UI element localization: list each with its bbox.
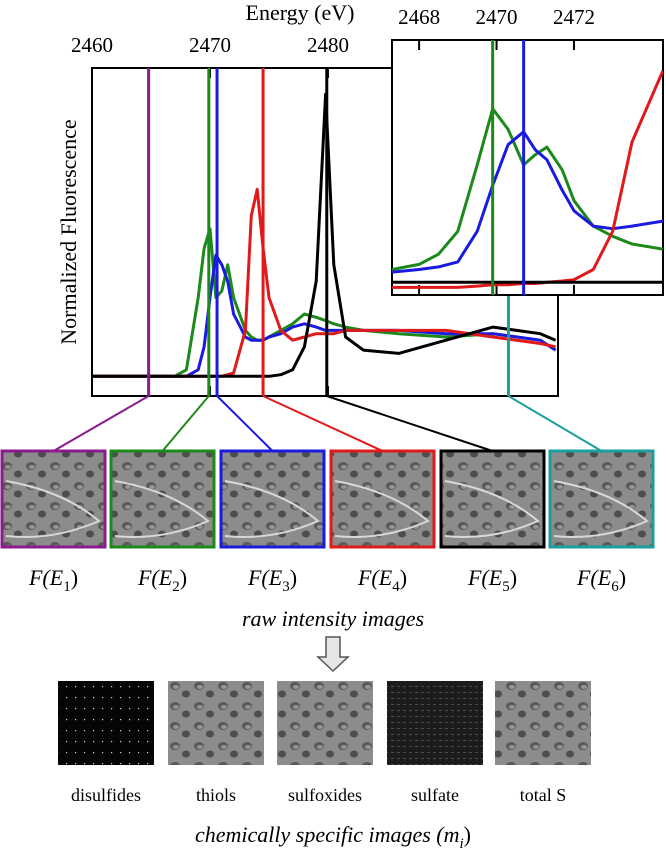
image-outline	[224, 480, 320, 538]
y-axis-title: Normalized Fluorescence	[56, 119, 81, 344]
x-tick-label: 2480	[307, 33, 349, 57]
raw-caption: raw intensity images	[242, 606, 424, 631]
image-outline	[444, 480, 540, 538]
chem-image-label: sulfate	[411, 785, 459, 805]
connector	[326, 395, 493, 452]
raw-image	[0, 449, 107, 549]
connector	[161, 395, 210, 452]
raw-image-label: F(E4)	[357, 565, 407, 595]
label-sub: 1	[63, 579, 71, 595]
connector	[262, 395, 383, 452]
image-outline	[553, 480, 649, 538]
raw-image	[109, 449, 216, 549]
chem-image-label: sulfoxides	[288, 785, 362, 805]
chem-image	[387, 681, 483, 765]
raw-image	[329, 449, 436, 549]
image-outline	[114, 480, 210, 538]
chem-image	[58, 681, 154, 765]
connector	[52, 395, 150, 452]
label-sub: 3	[282, 579, 290, 595]
x-tick-label: 2460	[71, 33, 113, 57]
label-main: F(E	[28, 565, 64, 590]
caption-main: chemically specific images (m	[195, 822, 460, 847]
label-close: )	[290, 565, 297, 590]
connector	[507, 395, 603, 452]
raw-image-label: F(E1)	[28, 565, 78, 595]
label-sub: 6	[611, 579, 619, 595]
chem-image-label: thiols	[196, 785, 236, 805]
caption-sub: i	[460, 836, 464, 852]
plot-area	[392, 40, 663, 295]
spectrum-line	[392, 107, 663, 271]
label-sub: 4	[392, 579, 400, 595]
label-close: )	[619, 565, 626, 590]
raw-image	[439, 449, 546, 549]
label-close: )	[400, 565, 407, 590]
chem-caption: chemically specific images (mi)	[195, 822, 471, 852]
plot-area	[92, 68, 557, 396]
chem-image-label: total S	[520, 785, 567, 805]
raw-image-label: F(E6)	[576, 565, 626, 595]
x-tick-label: 2472	[553, 5, 595, 29]
x-tick-label: 2470	[189, 33, 231, 57]
raw-image	[219, 449, 326, 549]
label-close: )	[510, 565, 517, 590]
spectrum-line	[392, 130, 663, 274]
x-tick-label: 2468	[398, 5, 440, 29]
chem-image-label: disulfides	[71, 785, 141, 805]
plot-frame	[391, 39, 664, 296]
label-close: )	[71, 565, 78, 590]
label-close: )	[180, 565, 187, 590]
x-axis-title: Energy (eV)	[246, 0, 355, 25]
image-outline	[334, 480, 430, 538]
label-main: F(E	[576, 565, 612, 590]
label-main: F(E	[137, 565, 173, 590]
label-sub: 5	[502, 579, 510, 595]
connector	[216, 395, 274, 452]
image-outline	[5, 480, 101, 538]
chem-image	[168, 681, 264, 765]
chem-image	[495, 681, 591, 765]
raw-image-label: F(E3)	[247, 565, 297, 595]
caption-close: )	[464, 822, 471, 847]
x-tick-label: 2470	[476, 5, 518, 29]
down-arrow	[316, 636, 350, 673]
raw-image-label: F(E5)	[467, 565, 517, 595]
label-main: F(E	[247, 565, 283, 590]
label-sub: 2	[172, 579, 180, 595]
label-main: F(E	[357, 565, 393, 590]
label-main: F(E	[467, 565, 503, 590]
raw-image-label: F(E2)	[137, 565, 187, 595]
raw-image	[548, 449, 655, 549]
chem-image	[277, 681, 373, 765]
